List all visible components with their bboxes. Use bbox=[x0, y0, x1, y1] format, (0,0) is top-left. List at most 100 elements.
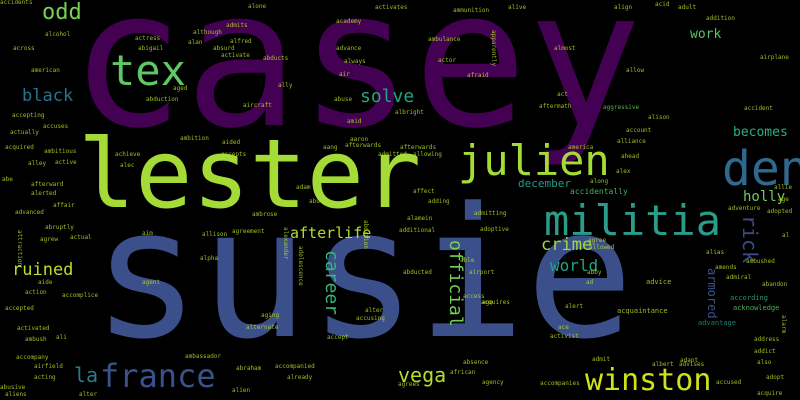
word-ambassador: ambassador bbox=[185, 353, 222, 360]
word-advantage: advantage bbox=[698, 319, 736, 327]
word-also: also bbox=[757, 359, 772, 366]
word-alive: alive bbox=[508, 4, 527, 11]
word-ahead: ahead bbox=[621, 153, 640, 160]
word-aliens: aliens bbox=[5, 391, 27, 398]
word-already: already bbox=[287, 374, 313, 381]
word-agrew: agrew bbox=[40, 236, 59, 243]
word-allowing: allowing bbox=[413, 151, 442, 158]
word-alter: alter bbox=[365, 307, 384, 314]
word-accused: accused bbox=[716, 379, 742, 386]
word-accompanies: accompanies bbox=[540, 380, 580, 387]
word-armored: armored bbox=[705, 268, 719, 319]
word-apparently: apparently bbox=[490, 30, 497, 67]
word-according: according bbox=[730, 294, 768, 302]
word-ambush: ambush bbox=[25, 336, 47, 343]
word-abruptly: abruptly bbox=[45, 224, 74, 231]
word-access: access bbox=[463, 293, 485, 300]
word-abducted: abducted bbox=[403, 269, 432, 276]
word-den: den bbox=[722, 141, 800, 197]
word-abby: abby bbox=[587, 269, 602, 276]
word-holly: holly bbox=[743, 189, 786, 205]
word-along: along bbox=[590, 178, 609, 185]
word-air: air bbox=[339, 71, 350, 78]
word-activated: activated bbox=[17, 325, 50, 332]
word-allie: allie bbox=[774, 184, 793, 191]
word-ad: ad bbox=[586, 279, 594, 286]
word-agency: agency bbox=[482, 379, 504, 386]
word-ambushed: ambushed bbox=[746, 258, 775, 265]
word-airplane: airplane bbox=[760, 54, 789, 61]
word-amid: amid bbox=[347, 118, 362, 125]
word-actual: actual bbox=[70, 234, 92, 241]
word-allowed: allowed bbox=[589, 244, 615, 251]
word-alcohol: alcohol bbox=[45, 31, 71, 38]
word-addict: addict bbox=[754, 348, 776, 355]
word-alfred: alfred bbox=[230, 38, 252, 45]
word-rick: rick bbox=[738, 215, 762, 264]
word-accepts: accepts bbox=[221, 151, 247, 158]
word-afraid: afraid bbox=[467, 72, 489, 79]
word-casey: casey bbox=[70, 0, 642, 170]
word-alan: alan bbox=[188, 39, 203, 46]
word-activates: activates bbox=[375, 4, 408, 11]
word-acid: acid bbox=[655, 1, 670, 8]
word-aged: aged bbox=[173, 85, 188, 92]
word-vega: vega bbox=[398, 363, 447, 387]
word-abduction: abduction bbox=[146, 96, 179, 103]
word-susie: susie bbox=[92, 170, 634, 379]
word-accepting: accepting bbox=[12, 112, 45, 119]
word-adding: adding bbox=[428, 198, 450, 205]
word-odd: odd bbox=[42, 0, 82, 25]
word-advice: advice bbox=[646, 278, 672, 286]
word-la: la bbox=[74, 363, 99, 387]
word-advance: advance bbox=[336, 45, 362, 52]
word-acting: acting bbox=[34, 374, 56, 381]
word-accidentally: accidentally bbox=[570, 187, 628, 196]
word-abu: abu bbox=[309, 198, 320, 205]
word-acquires: acquires bbox=[481, 299, 510, 306]
word-december: december bbox=[518, 177, 571, 190]
word-afterwards: afterwards bbox=[400, 144, 437, 151]
word-albright: albright bbox=[395, 109, 424, 116]
word-agree: agree bbox=[588, 237, 607, 244]
word-age: age bbox=[778, 196, 789, 203]
word-albert: albert bbox=[652, 361, 674, 368]
word-agent: agent bbox=[142, 279, 161, 286]
word-admitted: admitted bbox=[378, 151, 407, 158]
word-alert: alert bbox=[565, 303, 584, 310]
word-accident: accident bbox=[744, 105, 773, 112]
word-abigail: abigail bbox=[138, 45, 164, 52]
word-aging: aging bbox=[261, 312, 280, 319]
word-acquire: acquire bbox=[757, 390, 783, 397]
word-accepted: accepted bbox=[5, 305, 34, 312]
word-alerted: alerted bbox=[31, 190, 57, 197]
word-across: across bbox=[13, 45, 35, 52]
word-additional: additional bbox=[399, 227, 436, 234]
word-account: account bbox=[626, 127, 652, 134]
word-alex: alex bbox=[616, 168, 631, 175]
word-solve: solve bbox=[360, 86, 415, 107]
word-amends: amends bbox=[715, 264, 737, 271]
word-aide: aide bbox=[38, 279, 53, 286]
word-aided: aided bbox=[222, 139, 241, 146]
word-militia: militia bbox=[544, 196, 722, 245]
word-lester: lester bbox=[78, 120, 422, 230]
word-al: al bbox=[782, 232, 790, 239]
word-alternate: alternate bbox=[246, 324, 279, 331]
word-activate: activate bbox=[221, 52, 250, 59]
word-ambrose: ambrose bbox=[252, 211, 278, 218]
word-adam: adam bbox=[296, 184, 311, 191]
word-aaron: aaron bbox=[350, 136, 369, 143]
word-address: address bbox=[754, 336, 780, 343]
word-aim: aim bbox=[142, 230, 153, 237]
word-admit: admit bbox=[592, 356, 611, 363]
word-ace: ace bbox=[558, 324, 569, 331]
word-abusive: abusive bbox=[0, 384, 26, 391]
word-career: career bbox=[321, 250, 342, 316]
word-airport: airport bbox=[469, 269, 495, 276]
word-admiral: admiral bbox=[726, 274, 752, 281]
word-alien: alien bbox=[232, 387, 251, 394]
word-accept: accept bbox=[327, 334, 349, 341]
word-world: world bbox=[550, 256, 599, 275]
word-aftermath: aftermath bbox=[539, 103, 572, 110]
